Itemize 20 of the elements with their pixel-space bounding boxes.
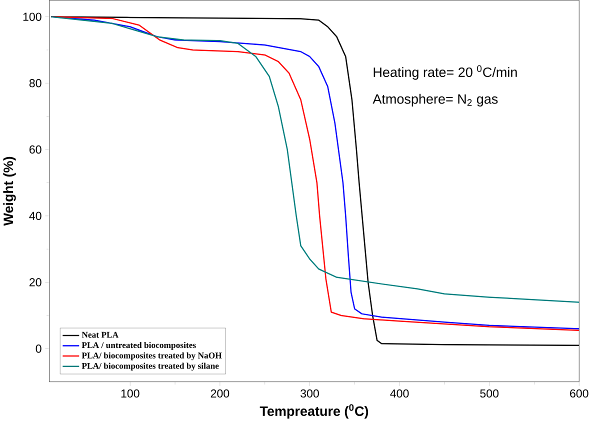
y-tick-label: 20: [30, 278, 42, 286]
y-tick-label: 0: [36, 344, 42, 353]
x-axis-title: Tempreature ($^{0}$C): [260, 404, 368, 419]
legend-label: PLA/ biocomposites treated by silane: [82, 362, 219, 371]
x-tick-label: 600: [570, 389, 588, 398]
y-tick-label: 40: [29, 212, 42, 220]
x-tick-label: 200: [210, 389, 230, 398]
legend-label: PLA/ biocomposites treated by NaOH: [82, 352, 222, 360]
annotation: Atmosphere= N$_{2}$ gas: [372, 94, 498, 107]
annotation: Heating rate= 20 $^{0}$C/min: [374, 65, 517, 80]
legend-label: PLA / untreated biocomposites: [82, 342, 196, 350]
y-tick-label: 100: [23, 12, 42, 21]
y-tick-label: 80: [29, 79, 42, 88]
x-tick-label: 500: [480, 389, 499, 398]
legend-label: Neat PLA: [82, 332, 119, 338]
y-axis-title: Weight (%): [3, 157, 16, 226]
x-tick-label: 100: [121, 389, 140, 398]
y-tick-label: 60: [30, 146, 42, 154]
x-tick-label: 300: [300, 389, 319, 398]
x-tick-label: 400: [390, 389, 409, 398]
